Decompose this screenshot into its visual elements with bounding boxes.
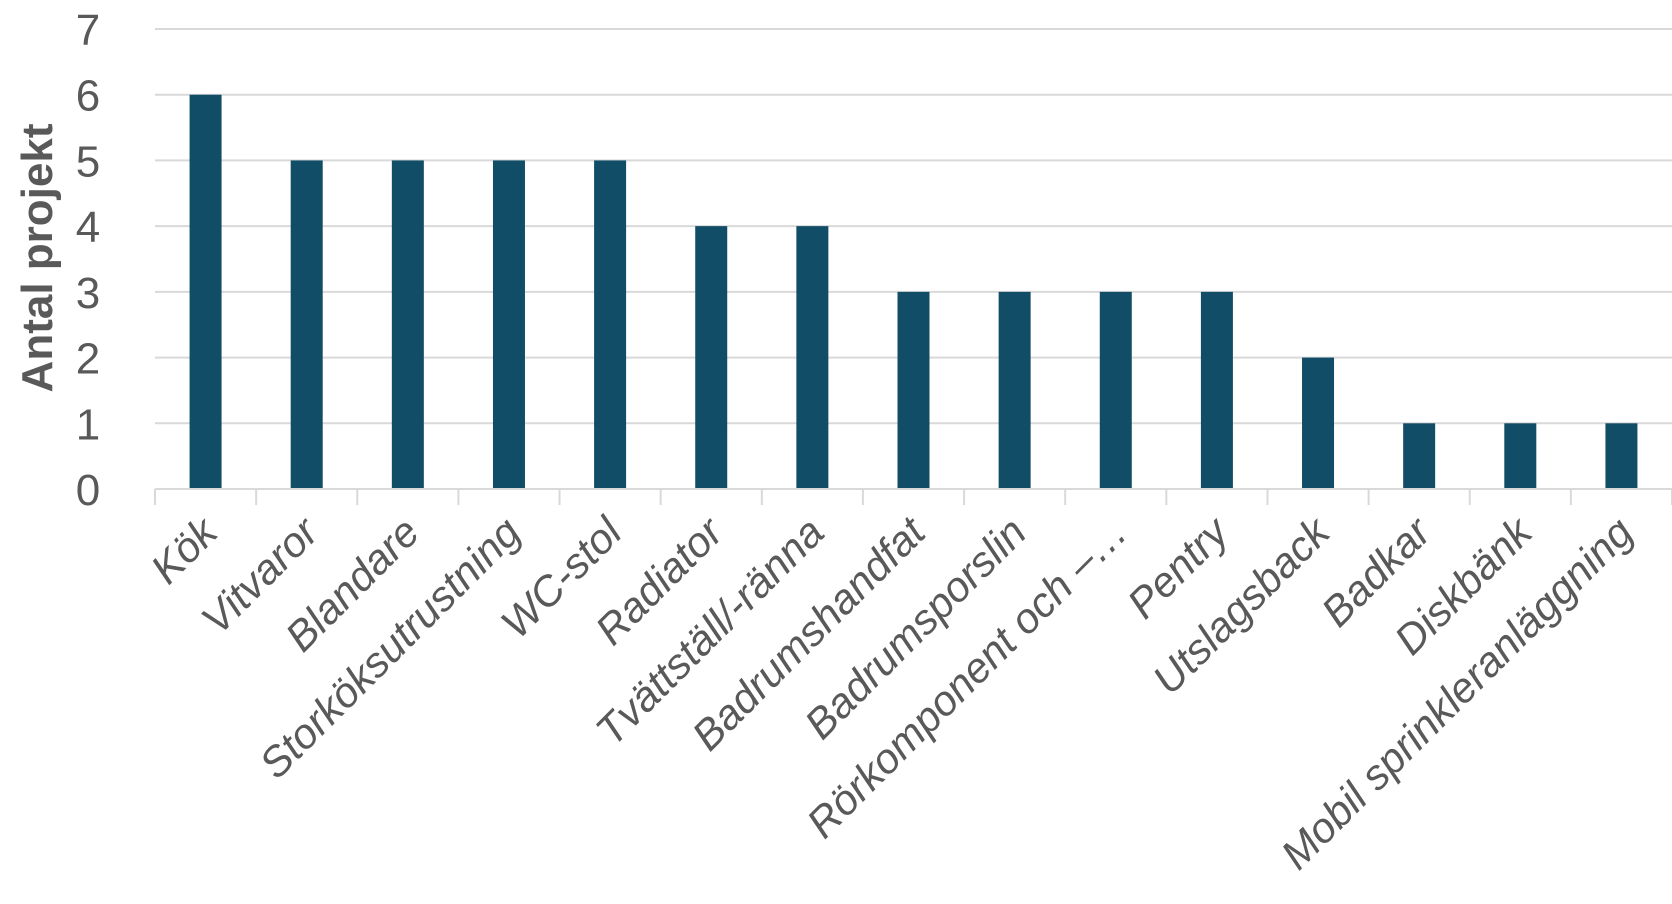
y-tick-label: 5 bbox=[76, 137, 100, 186]
y-tick-label: 1 bbox=[76, 400, 100, 449]
bar bbox=[897, 291, 930, 489]
bar bbox=[189, 94, 222, 489]
bar bbox=[1302, 357, 1335, 489]
y-axis-label: Antal projekt bbox=[13, 123, 62, 392]
y-tick-label: 4 bbox=[76, 203, 100, 252]
bar bbox=[594, 160, 627, 489]
bar bbox=[290, 160, 323, 489]
bar bbox=[492, 160, 525, 489]
y-axis-ticks: 0 1 2 3 4 5 6 7 bbox=[76, 6, 100, 515]
y-tick-label: 6 bbox=[76, 72, 100, 121]
bar bbox=[695, 226, 728, 489]
bar bbox=[1504, 423, 1537, 489]
y-tick-label: 3 bbox=[76, 269, 100, 318]
bar bbox=[1605, 423, 1638, 489]
y-tick-label: 7 bbox=[76, 6, 100, 55]
bar bbox=[1099, 291, 1132, 489]
x-axis-ticks: KökVitvarorBlandareStorköksutrustningWC-… bbox=[142, 506, 1642, 878]
bars bbox=[189, 94, 1638, 489]
bar bbox=[998, 291, 1031, 489]
bar bbox=[1403, 423, 1436, 489]
x-tick-label: Kök bbox=[142, 507, 228, 593]
bar bbox=[796, 226, 829, 489]
x-axis bbox=[154, 488, 1672, 505]
y-tick-label: 2 bbox=[76, 335, 100, 384]
y-tick-label: 0 bbox=[76, 466, 100, 515]
bar bbox=[1200, 291, 1233, 489]
bar bbox=[391, 160, 424, 489]
